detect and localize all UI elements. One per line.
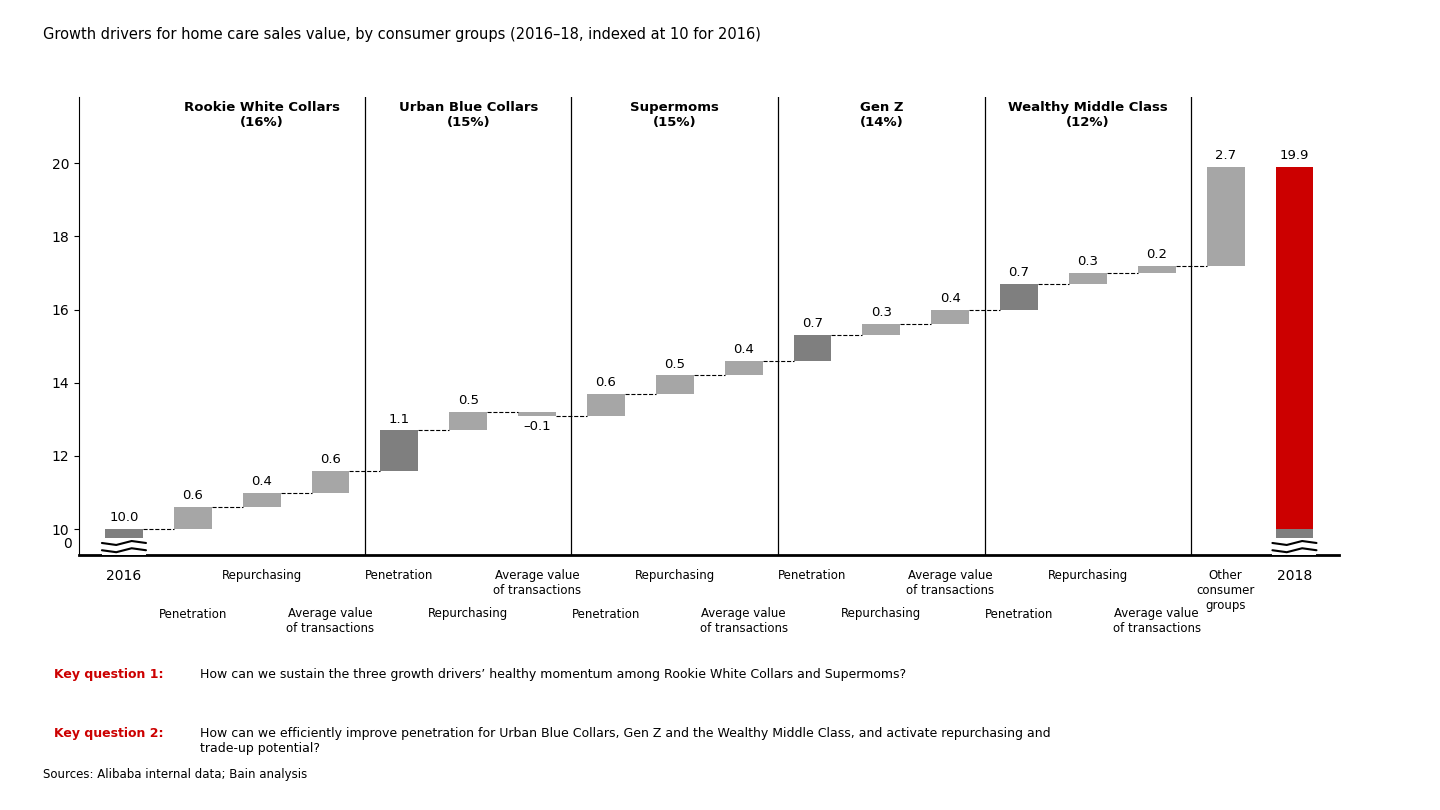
Text: Key question 2:: Key question 2: [55,727,164,740]
Bar [449,412,487,430]
Text: Penetration: Penetration [572,608,641,620]
Text: 0.5: 0.5 [458,394,478,407]
Bar [518,412,556,416]
Bar [793,335,831,360]
Text: 0.6: 0.6 [596,376,616,389]
Text: 0.2: 0.2 [1146,248,1168,261]
Text: 0.7: 0.7 [802,318,824,330]
Bar [380,430,418,471]
Text: 0.5: 0.5 [664,358,685,371]
Text: Penetration: Penetration [985,608,1053,620]
Text: Wealthy Middle Class
(12%): Wealthy Middle Class (12%) [1008,101,1168,129]
Text: How can we efficiently improve penetration for Urban Blue Collars, Gen Z and the: How can we efficiently improve penetrati… [200,727,1050,755]
Text: 2018: 2018 [1277,569,1312,583]
Text: 0.6: 0.6 [183,489,203,502]
Text: Penetration: Penetration [778,569,847,582]
Bar [588,394,625,416]
Text: 0: 0 [63,537,72,551]
Text: 0.4: 0.4 [733,343,755,356]
Bar [1273,539,1316,555]
Text: 0.4: 0.4 [940,292,960,305]
Bar [1138,266,1175,273]
Text: Total sales value growth: Total sales value growth [1365,241,1378,411]
Bar [863,324,900,335]
Text: Repurchasing: Repurchasing [1048,569,1128,582]
Bar [1276,529,1313,810]
Text: 0.6: 0.6 [320,453,341,466]
Text: 2016: 2016 [107,569,141,583]
Text: 2.7: 2.7 [1215,149,1236,162]
Text: Repurchasing: Repurchasing [635,569,714,582]
Text: –0.1: –0.1 [523,420,552,433]
Bar [655,376,694,394]
Bar [243,492,281,507]
Bar [1276,167,1313,810]
Bar [105,529,143,810]
Bar [102,539,145,555]
Text: 1.1: 1.1 [389,412,410,425]
Text: Other
consumer
groups: Other consumer groups [1197,569,1254,612]
Bar [724,360,763,376]
Text: Penetration: Penetration [158,608,228,620]
Text: Penetration: Penetration [366,569,433,582]
Text: 0.4: 0.4 [251,475,272,488]
Text: 19.9: 19.9 [1280,149,1309,162]
Bar [1001,284,1038,309]
Text: Average value
of transactions: Average value of transactions [1113,608,1201,636]
Bar [1207,167,1244,266]
Text: 0.3: 0.3 [1077,255,1099,268]
Text: Average value
of transactions: Average value of transactions [287,608,374,636]
Text: Repurchasing: Repurchasing [841,608,922,620]
Bar [311,471,350,492]
Text: Urban Blue Collars
(15%): Urban Blue Collars (15%) [399,101,539,129]
Bar [174,507,212,529]
Text: Average value
of transactions: Average value of transactions [700,608,788,636]
Bar [1068,273,1107,284]
Text: How can we sustain the three growth drivers’ healthy momentum among Rookie White: How can we sustain the three growth driv… [200,667,906,680]
Text: Growth drivers for home care sales value, by consumer groups (2016–18, indexed a: Growth drivers for home care sales value… [43,27,762,42]
Text: Rookie White Collars
(16%): Rookie White Collars (16%) [184,101,340,129]
Text: Sources: Alibaba internal data; Bain analysis: Sources: Alibaba internal data; Bain ana… [43,768,308,781]
Text: 0.7: 0.7 [1008,266,1030,279]
Text: Repurchasing: Repurchasing [428,608,508,620]
Text: 0.3: 0.3 [871,306,891,319]
Text: Repurchasing: Repurchasing [222,569,302,582]
Bar [932,309,969,324]
Text: Average value
of transactions: Average value of transactions [492,569,582,598]
Text: Key question 1:: Key question 1: [55,667,164,680]
Text: Supermoms
(15%): Supermoms (15%) [631,101,719,129]
Text: Average value
of transactions: Average value of transactions [906,569,994,598]
Text: 10.0: 10.0 [109,511,138,524]
Text: Gen Z
(14%): Gen Z (14%) [860,101,903,129]
